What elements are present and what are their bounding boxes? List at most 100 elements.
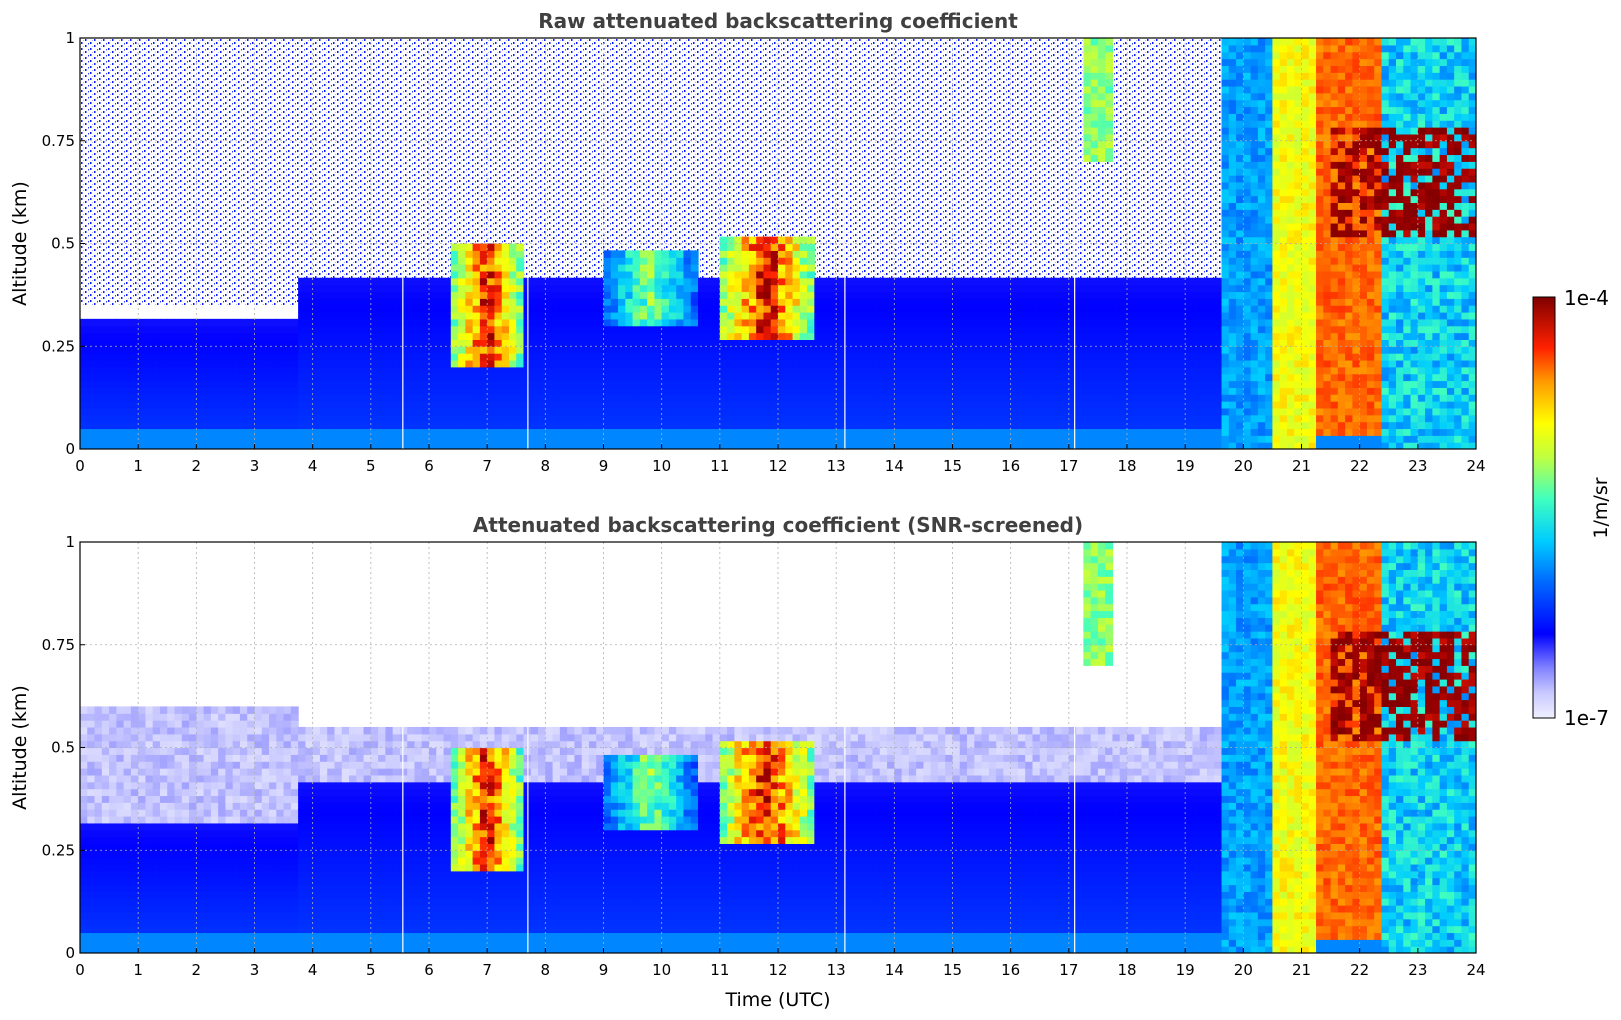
heatmap-cell bbox=[1068, 373, 1077, 382]
heatmap-cell bbox=[145, 401, 154, 409]
heatmap-cell bbox=[407, 312, 416, 320]
heatmap-cell bbox=[1265, 181, 1274, 190]
heatmap-cell bbox=[719, 435, 728, 443]
heatmap-cell bbox=[988, 339, 997, 347]
heatmap-cell bbox=[1308, 312, 1317, 320]
heatmap-cell bbox=[1257, 147, 1266, 156]
heatmap-cell bbox=[1236, 373, 1244, 382]
heatmap-cell bbox=[1316, 387, 1324, 395]
heatmap-cell bbox=[865, 421, 874, 430]
heatmap-cell bbox=[378, 359, 386, 368]
heatmap-cell bbox=[1214, 353, 1223, 361]
heatmap-cell bbox=[748, 277, 757, 286]
heatmap-cell bbox=[334, 387, 343, 395]
heatmap-cell bbox=[850, 387, 859, 395]
heatmap-cell bbox=[1068, 353, 1077, 361]
heatmap-cell bbox=[1127, 442, 1135, 449]
heatmap-cell bbox=[1185, 366, 1194, 375]
heatmap-cell bbox=[698, 387, 706, 395]
heatmap-cell bbox=[799, 332, 808, 340]
heatmap-cell bbox=[80, 414, 88, 423]
heatmap-cell bbox=[719, 243, 728, 251]
heatmap-cell bbox=[378, 325, 386, 334]
heatmap-cell bbox=[1163, 339, 1172, 347]
heatmap-cell bbox=[1236, 229, 1244, 238]
heatmap-cell bbox=[414, 435, 423, 443]
heatmap-cell bbox=[465, 359, 474, 368]
heatmap-cell bbox=[356, 325, 365, 334]
heatmap-cell bbox=[349, 325, 357, 334]
heatmap-cell bbox=[974, 401, 983, 409]
heatmap-cell bbox=[421, 291, 430, 299]
heatmap-cell bbox=[87, 359, 96, 368]
heatmap-cell bbox=[1316, 305, 1324, 313]
heatmap-cell bbox=[1199, 298, 1208, 306]
heatmap-cell bbox=[1265, 92, 1274, 101]
heatmap-cell bbox=[494, 277, 503, 286]
heatmap-cell bbox=[167, 428, 176, 436]
heatmap-cell bbox=[850, 380, 859, 388]
heatmap-cell bbox=[450, 442, 459, 449]
heatmap-cell bbox=[719, 380, 728, 388]
heatmap-cell bbox=[996, 305, 1004, 313]
heatmap-cell bbox=[770, 428, 779, 436]
heatmap-cell bbox=[414, 407, 423, 416]
heatmap-cell bbox=[145, 394, 154, 402]
heatmap-cell bbox=[1330, 442, 1339, 449]
heatmap-cell bbox=[378, 339, 386, 347]
heatmap-cell bbox=[552, 318, 561, 327]
heatmap-cell bbox=[588, 298, 597, 306]
heatmap-cell bbox=[116, 325, 125, 334]
heatmap-cell bbox=[130, 414, 139, 423]
heatmap-cell bbox=[799, 407, 808, 416]
heatmap-cell bbox=[80, 401, 88, 409]
heatmap-cell bbox=[1061, 325, 1070, 334]
heatmap-cell bbox=[836, 346, 845, 354]
heatmap-cell bbox=[683, 442, 692, 449]
heatmap-cell bbox=[1105, 72, 1114, 80]
heatmap-cell bbox=[734, 407, 743, 416]
heatmap-cell bbox=[836, 325, 845, 334]
heatmap-cell bbox=[225, 373, 234, 382]
heatmap-cell bbox=[174, 442, 183, 449]
heatmap-cell bbox=[1017, 380, 1026, 388]
heatmap-cell bbox=[1250, 222, 1259, 231]
heatmap-cell bbox=[1316, 161, 1324, 169]
heatmap-cell bbox=[836, 332, 845, 340]
heatmap-cell bbox=[109, 428, 117, 436]
heatmap-cell bbox=[1025, 394, 1034, 402]
heatmap-cell bbox=[516, 291, 525, 299]
heatmap-cell bbox=[1061, 366, 1070, 375]
heatmap-cell bbox=[879, 373, 888, 382]
heatmap-cell bbox=[1228, 51, 1237, 60]
heatmap-cell bbox=[298, 373, 306, 382]
heatmap-cell bbox=[174, 359, 183, 368]
heatmap-cell bbox=[130, 387, 139, 395]
heatmap-cell bbox=[930, 394, 939, 402]
heatmap-cell bbox=[443, 346, 452, 354]
heatmap-cell bbox=[1134, 401, 1143, 409]
heatmap-cell bbox=[668, 394, 677, 402]
heatmap-cell bbox=[661, 359, 670, 368]
heatmap-cell bbox=[821, 373, 830, 382]
heatmap-cell bbox=[894, 414, 903, 423]
heatmap-cell bbox=[1090, 85, 1099, 94]
heatmap-cell bbox=[1170, 380, 1179, 388]
heatmap-cell bbox=[1294, 222, 1303, 231]
heatmap-cell bbox=[625, 346, 634, 354]
heatmap-cell bbox=[1228, 366, 1237, 375]
heatmap-cell bbox=[1134, 394, 1143, 402]
heatmap-cell bbox=[610, 325, 619, 334]
heatmap-cell bbox=[1250, 346, 1259, 354]
heatmap-cell bbox=[530, 435, 539, 443]
heatmap-cell bbox=[334, 353, 343, 361]
heatmap-cell bbox=[1228, 407, 1237, 416]
heatmap-cell bbox=[436, 332, 445, 340]
heatmap-cell bbox=[1185, 387, 1194, 395]
heatmap-cell bbox=[1272, 264, 1281, 272]
heatmap-cell bbox=[1221, 277, 1230, 286]
heatmap-cell bbox=[1265, 154, 1274, 162]
heatmap-cell bbox=[218, 373, 227, 382]
heatmap-cell bbox=[1316, 373, 1324, 382]
heatmap-cell bbox=[1039, 312, 1048, 320]
